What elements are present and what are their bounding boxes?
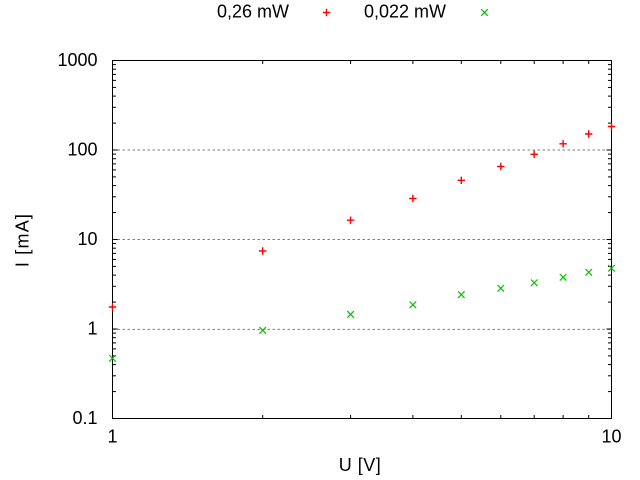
svg-text:I [mA]: I [mA] (13, 213, 33, 267)
svg-text:U [V]: U [V] (339, 455, 382, 475)
svg-text:0.1: 0.1 (72, 408, 97, 428)
svg-text:10: 10 (601, 427, 621, 447)
svg-text:0,022 mW: 0,022 mW (364, 2, 446, 22)
svg-text:10: 10 (77, 229, 97, 249)
svg-text:0,26 mW: 0,26 mW (217, 2, 289, 22)
svg-text:1: 1 (107, 427, 117, 447)
svg-text:100: 100 (67, 139, 97, 159)
svg-text:1000: 1000 (57, 50, 97, 70)
svg-text:1: 1 (87, 318, 97, 338)
